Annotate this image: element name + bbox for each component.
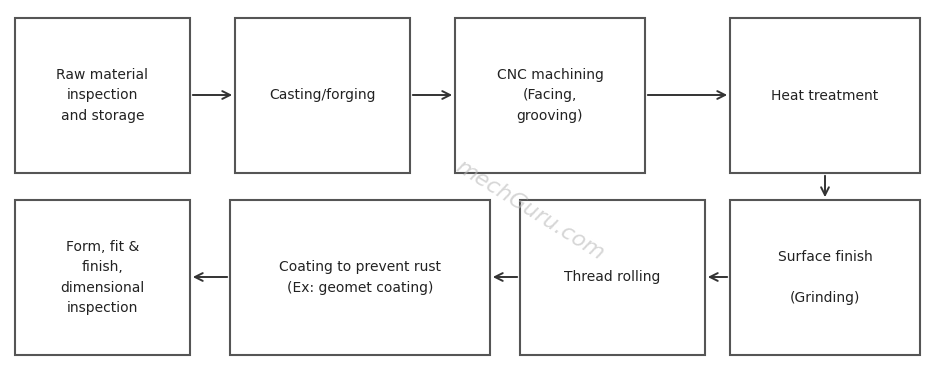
Text: CNC machining
(Facing,
grooving): CNC machining (Facing, grooving) <box>496 68 603 123</box>
Text: Thread rolling: Thread rolling <box>563 270 660 284</box>
Text: Heat treatment: Heat treatment <box>770 88 878 102</box>
Bar <box>229 200 490 355</box>
Text: Surface finish

(Grinding): Surface finish (Grinding) <box>777 250 871 305</box>
Text: Casting/forging: Casting/forging <box>269 88 375 102</box>
Text: mechGuru.com: mechGuru.com <box>452 156 607 264</box>
Bar <box>455 18 644 173</box>
Bar <box>15 200 190 355</box>
Bar <box>15 18 190 173</box>
Bar <box>235 18 410 173</box>
Text: Raw material
inspection
and storage: Raw material inspection and storage <box>56 68 148 123</box>
Text: Form, fit &
finish,
dimensional
inspection: Form, fit & finish, dimensional inspecti… <box>60 240 144 315</box>
Text: Coating to prevent rust
(Ex: geomet coating): Coating to prevent rust (Ex: geomet coat… <box>279 260 441 295</box>
Bar <box>519 200 704 355</box>
Bar <box>729 18 919 173</box>
Bar <box>729 200 919 355</box>
